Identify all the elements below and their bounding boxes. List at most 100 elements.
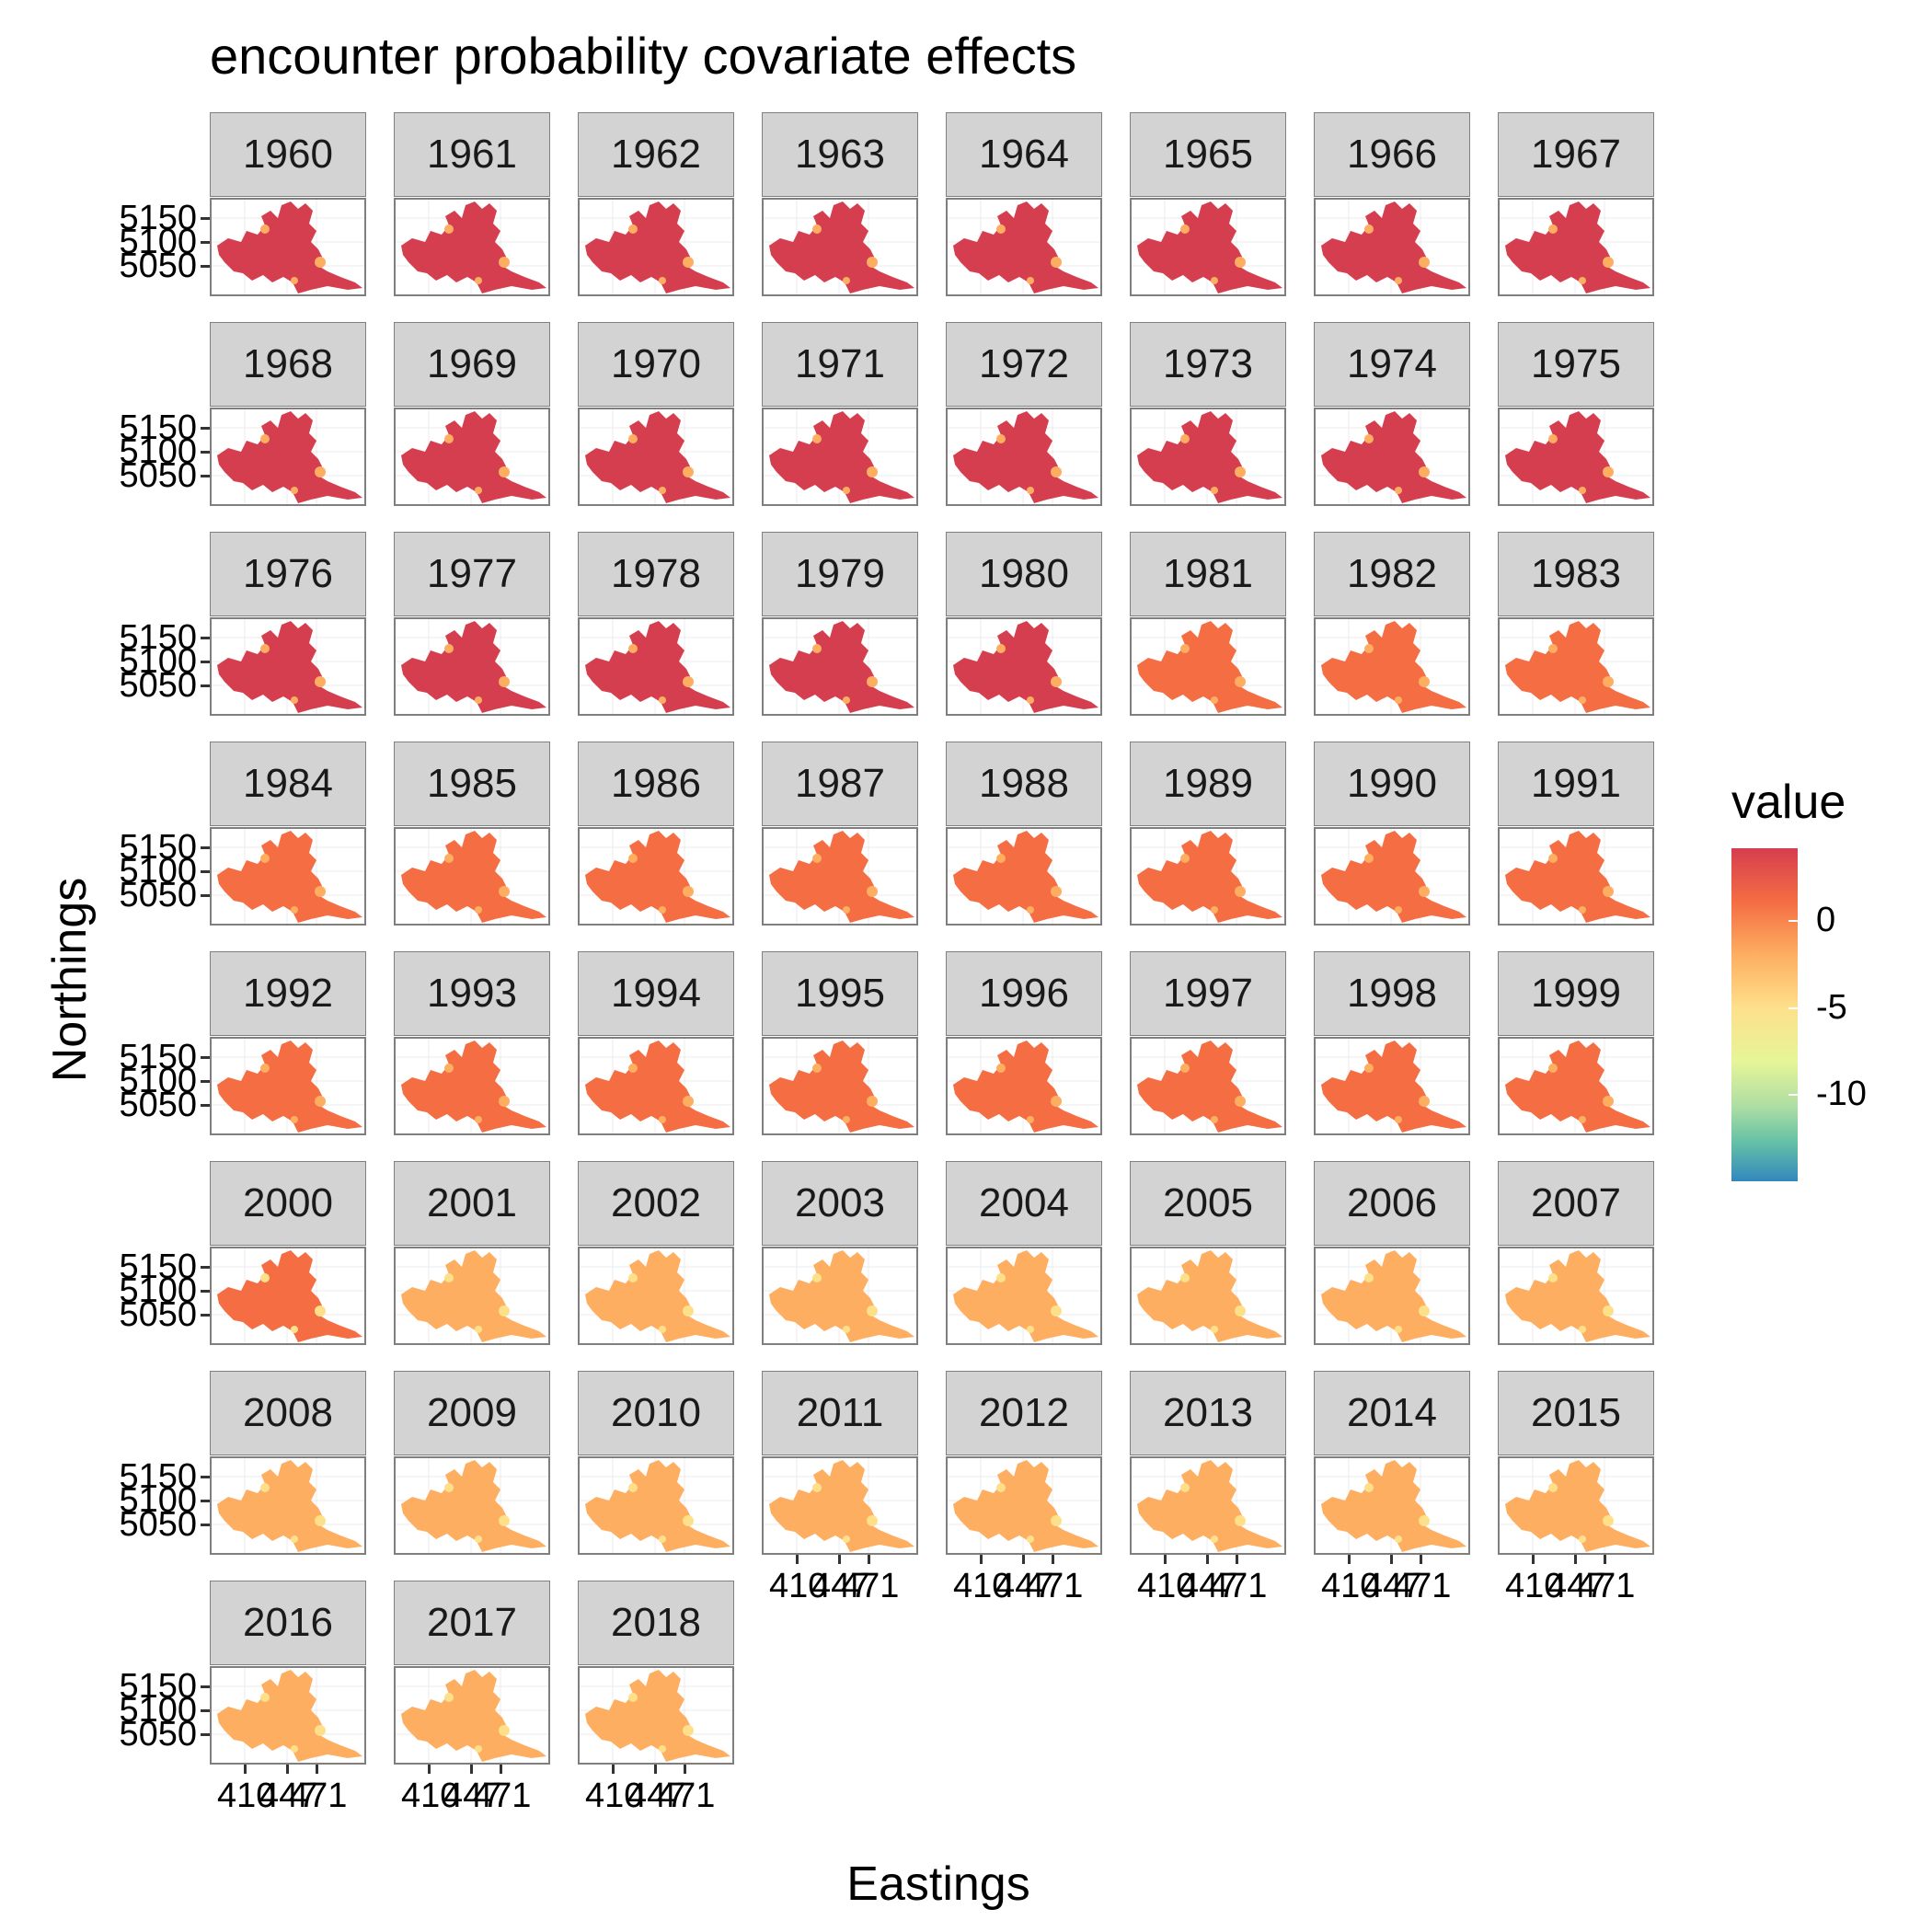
facet-label: 1997 [1163, 971, 1253, 1016]
x-tick [428, 1765, 431, 1774]
spatial-field [1505, 1041, 1650, 1133]
facet-plot [1498, 408, 1654, 506]
x-tick-label: 447 [1547, 1567, 1606, 1605]
x-tick [1348, 1555, 1351, 1564]
spatial-field [401, 201, 546, 293]
facet-label: 2016 [243, 1600, 333, 1645]
spatial-field [1137, 1250, 1282, 1342]
facet-strip [1314, 1371, 1470, 1455]
x-tick [654, 1765, 657, 1774]
facet-panel: 1979 [762, 532, 918, 716]
spatial-field [1137, 411, 1282, 503]
facet-label: 1996 [979, 971, 1069, 1016]
field-patch [628, 1483, 638, 1492]
field-patch [315, 1725, 326, 1736]
facet-plot [578, 198, 734, 296]
field-patch [1603, 1515, 1614, 1526]
facet-strip [1498, 322, 1654, 407]
field-patch [1235, 1515, 1246, 1526]
field-patch [628, 224, 638, 234]
field-patch [628, 854, 638, 863]
facet-panel: 1968 [210, 322, 366, 506]
facet-plot [946, 1456, 1102, 1555]
spatial-field [401, 1041, 546, 1133]
field-patch [1180, 1273, 1190, 1282]
facet-label: 2014 [1347, 1390, 1437, 1435]
y-tick [201, 1476, 210, 1478]
facet-panel: 1967 [1498, 112, 1654, 296]
field-patch [444, 854, 454, 863]
facet-label: 2018 [611, 1600, 701, 1645]
y-tick-label: 5100 [119, 1062, 197, 1100]
spatial-field [217, 1041, 362, 1133]
facet-plot [1130, 408, 1286, 506]
facet-plot [394, 617, 550, 716]
spatial-field [1505, 831, 1650, 923]
field-patch [659, 1535, 666, 1543]
field-patch [499, 1725, 510, 1736]
facet-panel: 2005 [1130, 1161, 1286, 1345]
x-tick-label: 410 [769, 1567, 828, 1605]
facet-label: 1987 [795, 761, 885, 806]
facet-panel: 2008 [210, 1371, 366, 1555]
facet-label: 1979 [795, 551, 885, 596]
field-patch [444, 434, 454, 443]
field-patch [475, 1745, 482, 1753]
field-patch [1603, 676, 1614, 687]
facet-strip [210, 1161, 366, 1246]
facet-strip [946, 532, 1102, 616]
facet-label: 1977 [427, 551, 517, 596]
spatial-field [953, 831, 1098, 923]
facet-panel: 1977 [394, 532, 550, 716]
y-tick-label: 5050 [119, 456, 197, 495]
facet-label: 1973 [1163, 341, 1253, 386]
facet-panel: 1964 [946, 112, 1102, 296]
y-tick-label: 5100 [119, 223, 197, 261]
field-patch [1235, 257, 1246, 268]
spatial-field [953, 1250, 1098, 1342]
facet-plot [1130, 1456, 1286, 1555]
facet-label: 1981 [1163, 551, 1253, 596]
field-patch [444, 1483, 454, 1492]
facet-panel: 1961 [394, 112, 550, 296]
facet-panel: 1975 [1498, 322, 1654, 506]
facet-strip [578, 322, 734, 407]
facet-label: 1961 [427, 132, 517, 177]
field-patch [499, 676, 510, 687]
field-patch [628, 434, 638, 443]
spatial-field [1505, 621, 1650, 713]
spatial-field [401, 1460, 546, 1552]
y-tick [201, 684, 210, 687]
facet-label: 1999 [1531, 971, 1621, 1016]
facet-plot [1498, 1247, 1654, 1345]
x-tick [684, 1765, 686, 1774]
facet-plot [1314, 198, 1470, 296]
spatial-field [769, 621, 914, 713]
facet-label: 1965 [1163, 132, 1253, 177]
x-tick [1420, 1555, 1422, 1564]
field-patch [260, 1483, 270, 1492]
spatial-field [1321, 831, 1466, 923]
field-patch [1027, 277, 1034, 284]
spatial-field [585, 831, 730, 923]
facet-label: 1982 [1347, 551, 1437, 596]
y-tick [201, 451, 210, 454]
facet-panel: 1971 [762, 322, 918, 506]
facet-plot [394, 1666, 550, 1765]
facet-panel: 1997 [1130, 951, 1286, 1135]
facet-panel: 1998 [1314, 951, 1470, 1135]
facet-label: 1991 [1531, 761, 1621, 806]
field-patch [1364, 644, 1374, 653]
x-tick [1022, 1555, 1025, 1564]
y-tick-label: 5150 [119, 1667, 197, 1706]
field-patch [499, 1305, 510, 1317]
x-tick-label: 410 [1137, 1567, 1196, 1605]
x-tick-label: 471 [1393, 1567, 1452, 1605]
x-tick [1532, 1555, 1535, 1564]
field-patch [1395, 277, 1402, 284]
spatial-field [401, 1670, 546, 1762]
facet-plot [1130, 1037, 1286, 1135]
facet-plot [1314, 1037, 1470, 1135]
field-patch [475, 1535, 482, 1543]
